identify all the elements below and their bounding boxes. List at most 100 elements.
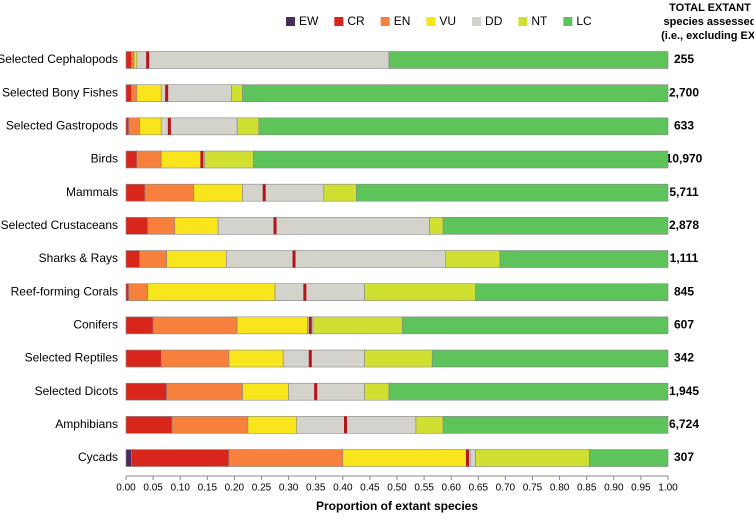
total-label: 6,724 [669, 417, 699, 431]
x-tick-label: 0.90 [604, 483, 624, 494]
bar-segment [442, 416, 669, 434]
threat-marker [292, 250, 296, 268]
total-label: 2,878 [669, 218, 699, 232]
y-tick-label: Selected Bony Fishes [2, 85, 118, 99]
bar-segment [125, 51, 132, 69]
total-label: 845 [674, 284, 694, 298]
x-tick-label: 0.85 [577, 483, 597, 494]
x-tick-label: 0.10 [170, 483, 190, 494]
total-label: 10,970 [666, 152, 703, 166]
bar-segment [160, 84, 232, 102]
x-tick-label: 0.45 [360, 483, 380, 494]
bar-segment [253, 150, 669, 169]
bar-segment [225, 250, 447, 268]
bar-segment [217, 217, 430, 235]
legend-label: EN [394, 14, 411, 28]
bar-segment [204, 150, 254, 169]
legend-label: DD [485, 14, 503, 28]
bar-segment [166, 250, 227, 268]
bar-segment [228, 349, 284, 368]
bar-segment [469, 449, 476, 467]
bar-segment [125, 349, 162, 368]
bar-segment [160, 349, 230, 368]
bar-segment [152, 316, 238, 335]
bar-segment [128, 283, 148, 301]
x-tick-label: 0.60 [441, 483, 461, 494]
bar-segment [296, 416, 417, 434]
x-tick-label: 0.80 [550, 483, 570, 494]
total-label: 342 [674, 351, 694, 365]
x-tick-label: 0.65 [469, 483, 489, 494]
bar-segment [475, 449, 590, 467]
bar-segment [125, 283, 130, 301]
legend-swatch [426, 17, 436, 26]
total-label: 607 [674, 318, 694, 332]
x-tick-label: 0.35 [306, 483, 326, 494]
bar-segment [247, 416, 298, 434]
y-tick-label: Amphibians [55, 417, 118, 431]
bar-segment [242, 183, 325, 202]
totals-header: species assessed [664, 16, 754, 28]
bar-segment [242, 382, 289, 401]
threat-marker [200, 151, 204, 169]
total-label: 307 [674, 450, 694, 464]
total-label: 2,700 [669, 85, 699, 99]
bar-segment [160, 117, 238, 136]
bar-segment [429, 217, 444, 235]
legend-label: CR [347, 14, 365, 28]
bar-segment [236, 316, 308, 335]
bar-segment [231, 84, 243, 102]
bar-segment [312, 316, 403, 335]
threat-marker [165, 84, 169, 102]
y-tick-label: Cycads [78, 450, 118, 464]
bar-segment [147, 217, 176, 235]
x-tick-label: 0.40 [333, 483, 353, 494]
bar-segment [125, 416, 173, 434]
y-tick-label: Reef-forming Corals [11, 284, 118, 298]
threat-marker [146, 51, 150, 69]
bar-segment [125, 117, 130, 136]
threat-marker [262, 184, 266, 202]
bar-segment [364, 382, 390, 401]
legend-swatch [380, 17, 390, 26]
bar-segment [125, 250, 140, 268]
bar-segment [125, 316, 154, 335]
x-tick-label: 0.70 [496, 483, 516, 494]
bar-segment [136, 150, 162, 169]
threat-marker [273, 217, 277, 235]
threat-marker [314, 383, 318, 401]
bar-segment [388, 51, 669, 69]
bar-segment [136, 84, 162, 102]
threat-marker [167, 117, 171, 135]
bar-segment [236, 117, 260, 136]
x-tick-label: 0.00 [116, 483, 136, 494]
bar-segment [125, 449, 132, 467]
legend-label: VU [439, 14, 456, 28]
bar-segment [160, 150, 203, 169]
x-tick-label: 0.75 [523, 483, 543, 494]
bar-segment [133, 51, 138, 69]
x-tick-label: 0.20 [225, 483, 245, 494]
x-tick-label: 0.55 [414, 483, 434, 494]
y-tick-label: Selected Cephalopods [0, 52, 118, 66]
legend-label: LC [576, 14, 592, 28]
totals-header: TOTAL EXTANT [669, 2, 751, 14]
total-label: 255 [674, 52, 694, 66]
total-label: 1,111 [670, 251, 699, 265]
bar-segment [323, 183, 357, 202]
bar-segment [128, 117, 140, 136]
bar-segment [131, 84, 138, 102]
total-label: 5,711 [669, 185, 699, 199]
y-tick-label: Selected Gastropods [6, 119, 118, 133]
bar-segment [125, 382, 167, 401]
threat-marker [308, 316, 312, 334]
x-tick-label: 1.00 [658, 483, 678, 494]
bar-segment [144, 183, 195, 202]
bar-segment [139, 250, 167, 268]
y-tick-label: Sharks & Rays [39, 251, 118, 265]
bar-segment [258, 117, 669, 136]
bar-segment [242, 84, 669, 102]
total-label: 633 [674, 119, 694, 133]
x-tick-label: 0.30 [279, 483, 299, 494]
y-tick-label: Mammals [66, 185, 118, 199]
